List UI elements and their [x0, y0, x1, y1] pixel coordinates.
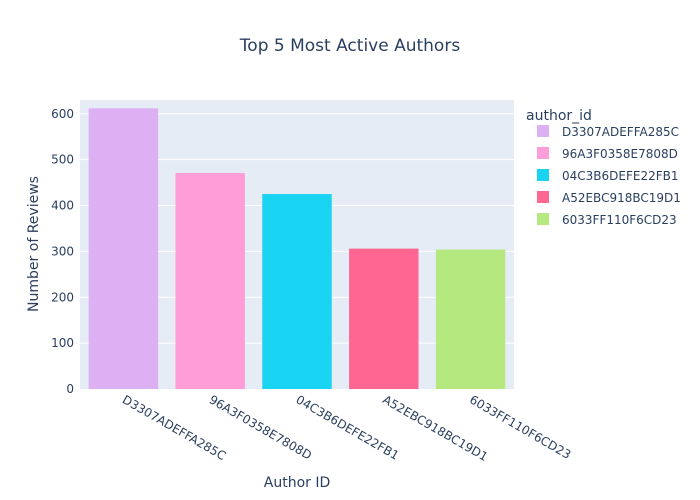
- legend-swatch[interactable]: [537, 191, 549, 203]
- bars: [88, 108, 506, 389]
- y-tick-label: 200: [51, 290, 74, 304]
- x-axis-ticks: D3307ADEFFA285C96A3F0358E7808D04C3B6DEFE…: [120, 392, 574, 464]
- legend-swatch[interactable]: [537, 169, 549, 181]
- y-tick-label: 100: [51, 336, 74, 350]
- y-tick-label: 600: [51, 107, 74, 121]
- bar-6033ff110f6cd23[interactable]: [435, 249, 506, 389]
- legend-swatch[interactable]: [537, 147, 549, 159]
- legend-item-label[interactable]: 6033FF110F6CD23: [562, 213, 677, 227]
- y-tick-label: 300: [51, 244, 74, 258]
- x-axis-label: Author ID: [264, 475, 331, 491]
- legend-swatch[interactable]: [537, 213, 549, 225]
- y-axis-ticks: 0 100 200 300 400 500 600: [51, 107, 74, 396]
- legend-title: author_id: [526, 108, 592, 124]
- bar-04c3b6defe22fb1[interactable]: [262, 194, 332, 389]
- legend-swatch[interactable]: [537, 125, 549, 137]
- legend-item-label[interactable]: 04C3B6DEFE22FB1: [562, 169, 679, 183]
- legend-item-label[interactable]: 96A3F0358E7808D: [562, 147, 678, 161]
- bar-96a3f0358e7808d[interactable]: [175, 172, 245, 389]
- y-tick-label: 0: [66, 382, 74, 396]
- legend[interactable]: author_id D3307ADEFFA285C 96A3F0358E7808D…: [526, 108, 681, 227]
- y-tick-label: 400: [51, 199, 74, 213]
- chart-title: Top 5 Most Active Authors: [239, 36, 461, 56]
- legend-item-label[interactable]: A52EBC918BC19D1: [562, 191, 681, 205]
- legend-item-label[interactable]: D3307ADEFFA285C: [562, 125, 679, 139]
- bar-d3307adeffa285c[interactable]: [88, 108, 159, 389]
- y-tick-label: 500: [51, 153, 74, 167]
- bar-a52ebc918bc19d1[interactable]: [349, 248, 419, 389]
- y-axis-label: Number of Reviews: [26, 176, 42, 312]
